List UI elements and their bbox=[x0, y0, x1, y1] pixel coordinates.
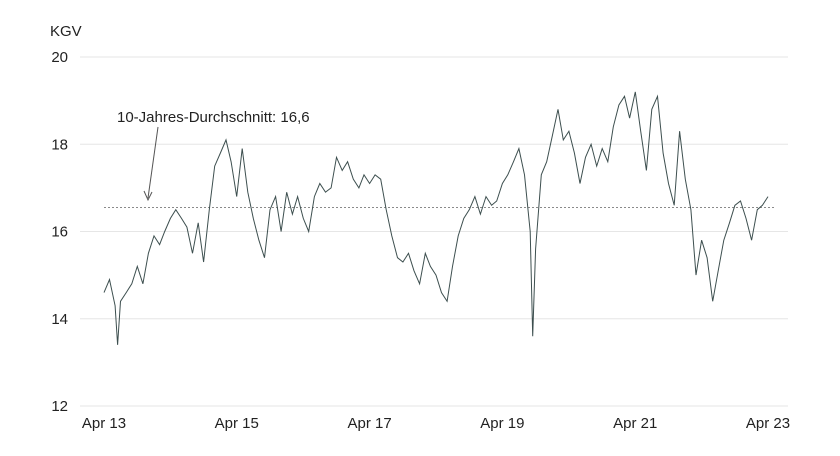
y-tick-label: 18 bbox=[51, 136, 68, 153]
y-tick-labels: 20 18 16 14 12 bbox=[51, 49, 68, 415]
pe-ratio-series-line bbox=[103, 91, 769, 345]
x-tick-label: Apr 21 bbox=[613, 415, 657, 432]
x-tick-labels: Apr 13 Apr 15 Apr 17 Apr 19 Apr 21 Apr 23 bbox=[82, 415, 790, 432]
x-tick-label: Apr 23 bbox=[746, 415, 790, 432]
y-tick-label: 20 bbox=[51, 49, 68, 66]
average-annotation: 10-Jahres-Durchschnitt: 16,6 bbox=[117, 109, 310, 126]
y-gridlines bbox=[80, 56, 788, 407]
y-tick-label: 16 bbox=[51, 224, 68, 241]
x-tick-label: Apr 15 bbox=[215, 415, 259, 432]
x-tick-label: Apr 17 bbox=[348, 415, 392, 432]
x-tick-label: Apr 13 bbox=[82, 415, 126, 432]
annotation-arrow bbox=[143, 126, 159, 202]
y-axis-label: KGV bbox=[50, 23, 82, 40]
y-tick-label: 12 bbox=[51, 398, 68, 415]
x-tick-label: Apr 19 bbox=[480, 415, 524, 432]
y-tick-label: 14 bbox=[51, 311, 68, 328]
